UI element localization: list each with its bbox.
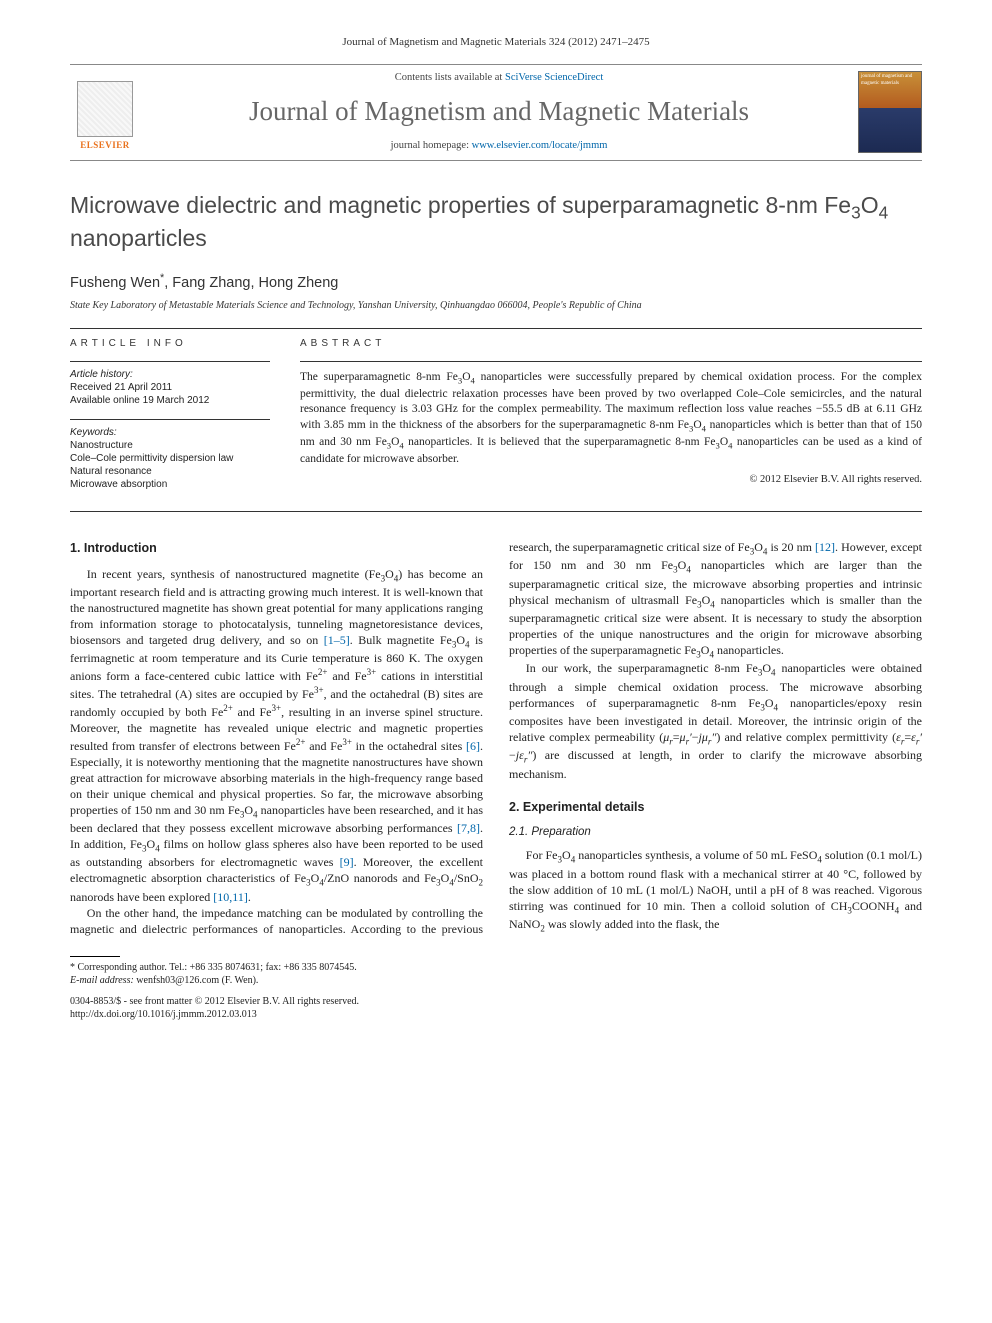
footer-divider [70, 956, 120, 957]
section-1-p1: In recent years, synthesis of nanostruct… [70, 567, 483, 906]
section-1-p3: In our work, the superparamagnetic 8-nm … [509, 661, 922, 782]
elsevier-logo: ELSEVIER [70, 73, 140, 151]
homepage-link[interactable]: www.elsevier.com/locate/jmmm [472, 140, 608, 151]
abstract-text: The superparamagnetic 8-nm Fe3O4 nanopar… [300, 370, 922, 467]
authors: Fusheng Wen*, Fang Zhang, Hong Zheng [70, 271, 922, 293]
info-rule-2 [70, 419, 270, 420]
top-rule [70, 328, 922, 329]
abstract-copyright: © 2012 Elsevier B.V. All rights reserved… [300, 473, 922, 487]
article-info-label: ARTICLE INFO [70, 337, 270, 351]
keyword: Cole–Cole permittivity dispersion law [70, 452, 270, 465]
section-2-1-heading: 2.1. Preparation [509, 825, 922, 840]
affiliation: State Key Laboratory of Metastable Mater… [70, 299, 922, 313]
article-title: Microwave dielectric and magnetic proper… [70, 191, 922, 253]
keyword: Nanostructure [70, 439, 270, 452]
keywords-label: Keywords: [70, 426, 270, 439]
homepage-prefix: journal homepage: [391, 140, 472, 151]
abstract-col: ABSTRACT The superparamagnetic 8-nm Fe3O… [300, 337, 922, 503]
keyword: Natural resonance [70, 465, 270, 478]
journal-cover-thumb: journal of magnetism and magnetic materi… [858, 71, 922, 153]
section-1-heading: 1. Introduction [70, 540, 483, 557]
contents-prefix: Contents lists available at [395, 72, 505, 83]
section-2-heading: 2. Experimental details [509, 799, 922, 816]
info-abstract-row: ARTICLE INFO Article history: Received 2… [70, 337, 922, 503]
homepage-line: journal homepage: www.elsevier.com/locat… [150, 139, 848, 153]
section-spacer [509, 783, 922, 799]
abstract-rule [300, 361, 922, 362]
info-rule-1 [70, 361, 270, 362]
history-block: Article history: Received 21 April 2011 … [70, 368, 270, 407]
history-label: Article history: [70, 368, 270, 381]
journal-name: Journal of Magnetism and Magnetic Materi… [150, 93, 848, 129]
history-received: Received 21 April 2011 [70, 381, 270, 394]
abstract-label: ABSTRACT [300, 337, 922, 351]
elsevier-wordmark: ELSEVIER [80, 139, 130, 151]
issn-line: 0304-8853/$ - see front matter © 2012 El… [70, 995, 922, 1008]
cover-text: journal of magnetism and magnetic materi… [861, 74, 912, 86]
doi-line: http://dx.doi.org/10.1016/j.jmmm.2012.03… [70, 1008, 922, 1021]
contents-line: Contents lists available at SciVerse Sci… [150, 71, 848, 85]
corresponding-email: E-mail address: wenfsh03@126.com (F. Wen… [70, 974, 922, 987]
section-2-1-p1: For Fe3O4 nanoparticles synthesis, a vol… [509, 848, 922, 935]
history-available: Available online 19 March 2012 [70, 394, 270, 407]
keyword: Microwave absorption [70, 478, 270, 491]
article-info-col: ARTICLE INFO Article history: Received 2… [70, 337, 270, 503]
body-columns: 1. Introduction In recent years, synthes… [70, 540, 922, 938]
bottom-rule [70, 511, 922, 512]
running-head: Journal of Magnetism and Magnetic Materi… [70, 35, 922, 50]
corresponding-author: * Corresponding author. Tel.: +86 335 80… [70, 961, 922, 974]
masthead: ELSEVIER Contents lists available at Sci… [70, 64, 922, 161]
masthead-center: Contents lists available at SciVerse Sci… [150, 71, 848, 154]
sciencedirect-link[interactable]: SciVerse ScienceDirect [505, 72, 603, 83]
elsevier-tree-icon [77, 81, 133, 137]
footer: * Corresponding author. Tel.: +86 335 80… [70, 956, 922, 1021]
keywords-block: Keywords: Nanostructure Cole–Cole permit… [70, 426, 270, 491]
